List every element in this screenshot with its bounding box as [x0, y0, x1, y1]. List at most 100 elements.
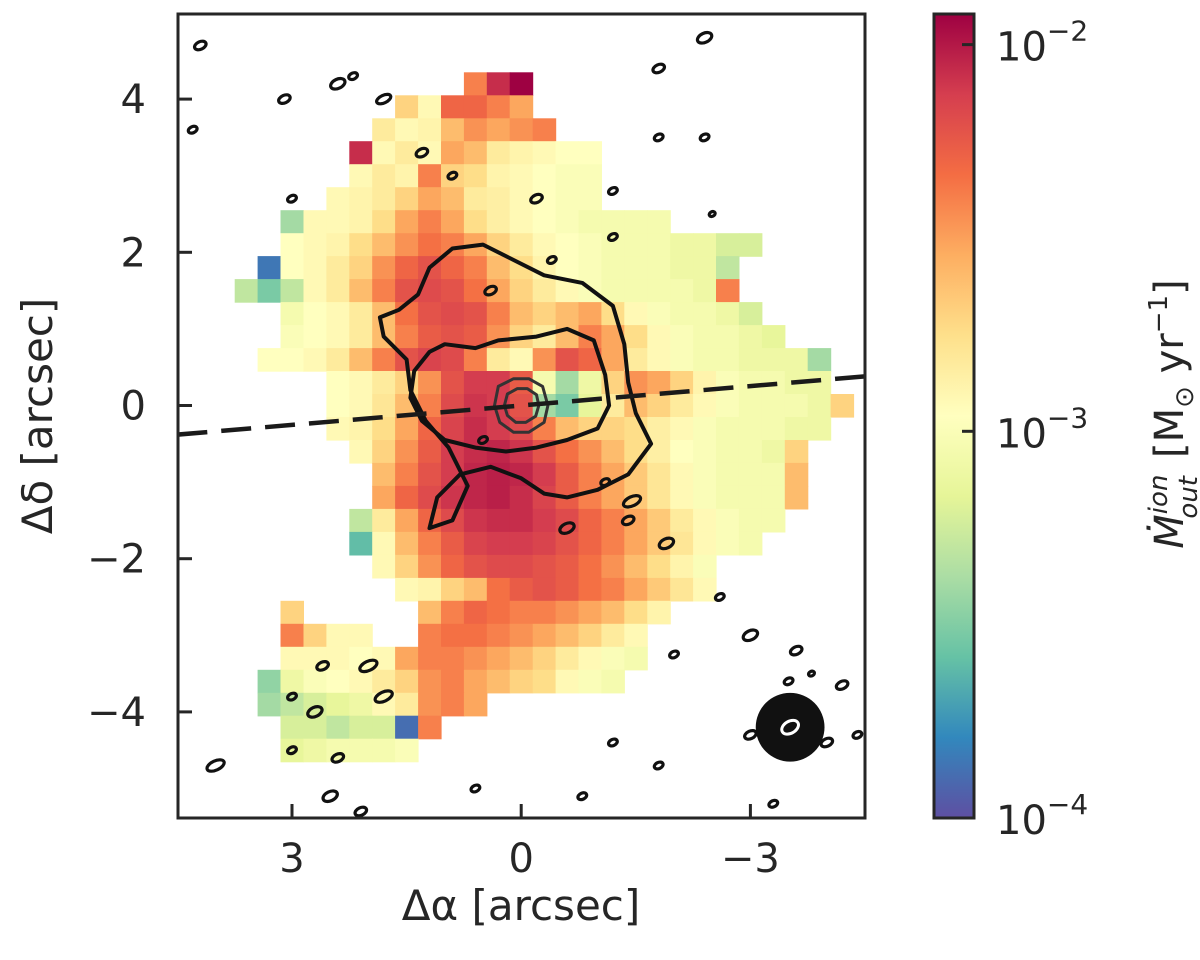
x-tick-label: 3 [279, 836, 304, 882]
heatmap-cell [647, 279, 671, 303]
heatmap-cell [532, 531, 557, 556]
heatmap-cell [509, 141, 534, 165]
heatmap-cell [395, 187, 419, 211]
heatmap-cell [349, 646, 373, 671]
heatmap-cell [418, 141, 442, 165]
colorbar-label-units: [M [1147, 408, 1193, 458]
heatmap-cell [395, 462, 419, 487]
heatmap-cell [326, 692, 350, 717]
heatmap-cell [486, 417, 511, 441]
heatmap-cell [601, 210, 625, 234]
heatmap-cell [647, 210, 671, 234]
heatmap-cell [463, 646, 488, 671]
heatmap-cell [463, 623, 488, 648]
heatmap-cell [395, 692, 419, 717]
heatmap-cell [280, 646, 304, 671]
noise-contour [743, 728, 758, 741]
heatmap-cell [486, 72, 511, 96]
heatmap-cell [578, 440, 602, 464]
heatmap-cell [601, 554, 625, 579]
heatmap-cell [395, 508, 419, 533]
heatmap-cell [326, 256, 350, 280]
heatmap-cell [555, 164, 580, 188]
heatmap-cell [532, 279, 557, 303]
heatmap-cell [601, 417, 625, 441]
heatmap-cell [647, 394, 671, 418]
heatmap-cell [509, 164, 534, 188]
heatmap-cell [303, 348, 327, 372]
heatmap-cell [349, 394, 373, 418]
noise-contour [695, 30, 714, 45]
heatmap-cell [647, 577, 671, 602]
heatmap-cell [372, 118, 396, 142]
noise-contour [414, 146, 430, 159]
heatmap-cell [509, 95, 534, 119]
heatmap-cell [532, 669, 557, 694]
heatmap-cell [670, 233, 694, 257]
heatmap-cell [463, 485, 488, 510]
heatmap-cell [624, 623, 648, 648]
heatmap-cell [372, 417, 396, 441]
heatmap-cell [509, 440, 534, 464]
heatmap-cell [532, 118, 557, 142]
heatmap-cell [418, 554, 442, 579]
heatmap-cell [761, 325, 786, 349]
heatmap-cell [441, 623, 465, 648]
heatmap-cell [395, 417, 419, 441]
heatmap-cell [601, 440, 625, 464]
heatmap-cell [349, 279, 373, 303]
heatmap-cell [555, 141, 580, 165]
heatmap-cell [578, 577, 602, 602]
heatmap-cell [807, 348, 832, 372]
x-tick-label: −3 [721, 836, 780, 882]
heatmap-cell [326, 348, 350, 372]
heatmap-cell [349, 531, 373, 556]
heatmap-cell [578, 187, 602, 211]
heatmap-cell [784, 485, 809, 510]
heatmap-cell [463, 325, 488, 349]
noise-contour [620, 514, 636, 527]
heatmap-cell [441, 256, 465, 280]
heatmap-cell [647, 440, 671, 464]
heatmap-cell [738, 348, 763, 372]
heatmap-cell [303, 256, 327, 280]
heatmap-cell [395, 440, 419, 464]
contour-outer [377, 242, 654, 531]
heatmap-cell [441, 348, 465, 372]
heatmap-cell [647, 371, 671, 395]
heatmap-cell [326, 279, 350, 303]
noise-contour [315, 659, 330, 672]
heatmap-cell [349, 210, 373, 234]
heatmap-cell [761, 485, 786, 510]
noise-contour [767, 798, 780, 809]
heatmap-cell [693, 256, 717, 280]
heatmap-cell [372, 233, 396, 257]
heatmap-cell [509, 531, 534, 556]
noise-contour [707, 209, 717, 219]
heatmap-cell [441, 531, 465, 556]
heatmap-cell [532, 371, 557, 395]
heatmap-cell [280, 348, 304, 372]
heatmap-cell [532, 508, 557, 533]
heatmap-cell [738, 531, 763, 556]
heatmap-cell [418, 118, 442, 142]
heatmap-cell [303, 302, 327, 326]
heatmap-cell [372, 348, 396, 372]
heatmap-cell [395, 738, 419, 763]
heatmap-cell [372, 440, 396, 464]
heatmap-cell [486, 187, 511, 211]
heatmap-cell [441, 141, 465, 165]
heatmap-cell [738, 394, 763, 418]
heatmap-cell [326, 302, 350, 326]
heatmap-cell [441, 371, 465, 395]
heatmap-cell [326, 210, 350, 234]
heatmap-cell [647, 508, 671, 533]
heatmap-cell [738, 417, 763, 441]
heatmap-cell [326, 394, 350, 418]
plot-area [176, 12, 867, 820]
heatmap-cell [441, 187, 465, 211]
noise-contour [192, 39, 208, 52]
noise-contour [358, 658, 379, 674]
heatmap-cell [624, 348, 648, 372]
heatmap-cell [463, 371, 488, 395]
